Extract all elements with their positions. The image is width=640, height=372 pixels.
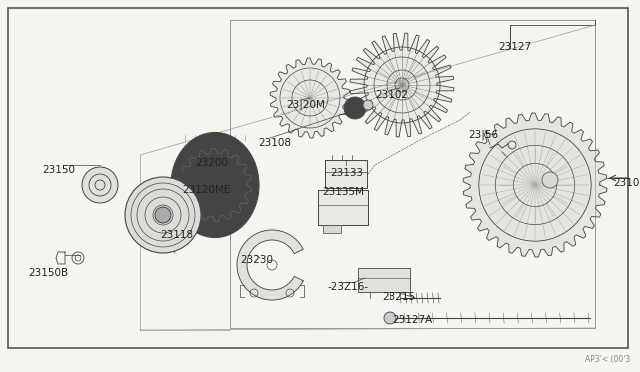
Ellipse shape [180, 171, 198, 199]
Circle shape [155, 207, 171, 223]
Text: 23127: 23127 [498, 42, 531, 52]
Text: 23230: 23230 [240, 255, 273, 265]
Text: -23Z16-: -23Z16- [328, 282, 369, 292]
Circle shape [125, 177, 201, 253]
Text: 23200: 23200 [195, 158, 228, 168]
Bar [323, 225, 341, 233]
Bar [318, 190, 368, 225]
Circle shape [542, 172, 558, 188]
Ellipse shape [171, 132, 259, 237]
Text: AP3'< (00'3: AP3'< (00'3 [585, 355, 630, 364]
Polygon shape [270, 58, 350, 138]
Circle shape [363, 100, 373, 110]
Polygon shape [237, 230, 303, 300]
Polygon shape [350, 33, 454, 137]
Text: 23100: 23100 [613, 178, 640, 188]
Text: 23135M: 23135M [322, 187, 364, 197]
Bar [230, 20, 595, 328]
Text: 23150B: 23150B [28, 268, 68, 278]
Text: 23215: 23215 [382, 292, 415, 302]
Bar [358, 268, 410, 292]
Polygon shape [463, 113, 607, 257]
Bar [325, 160, 367, 188]
Text: 23118: 23118 [160, 230, 193, 240]
Text: 23127A: 23127A [392, 315, 432, 325]
Text: 23|20M: 23|20M [286, 100, 325, 110]
Ellipse shape [344, 97, 366, 119]
Text: 23102: 23102 [375, 90, 408, 100]
Circle shape [384, 312, 396, 324]
Text: 23|56: 23|56 [468, 130, 498, 141]
Text: 23133: 23133 [330, 168, 363, 178]
Circle shape [82, 167, 118, 203]
Text: 23120ME: 23120ME [182, 185, 230, 195]
Text: 23108: 23108 [258, 138, 291, 148]
Text: 23150: 23150 [42, 165, 75, 175]
